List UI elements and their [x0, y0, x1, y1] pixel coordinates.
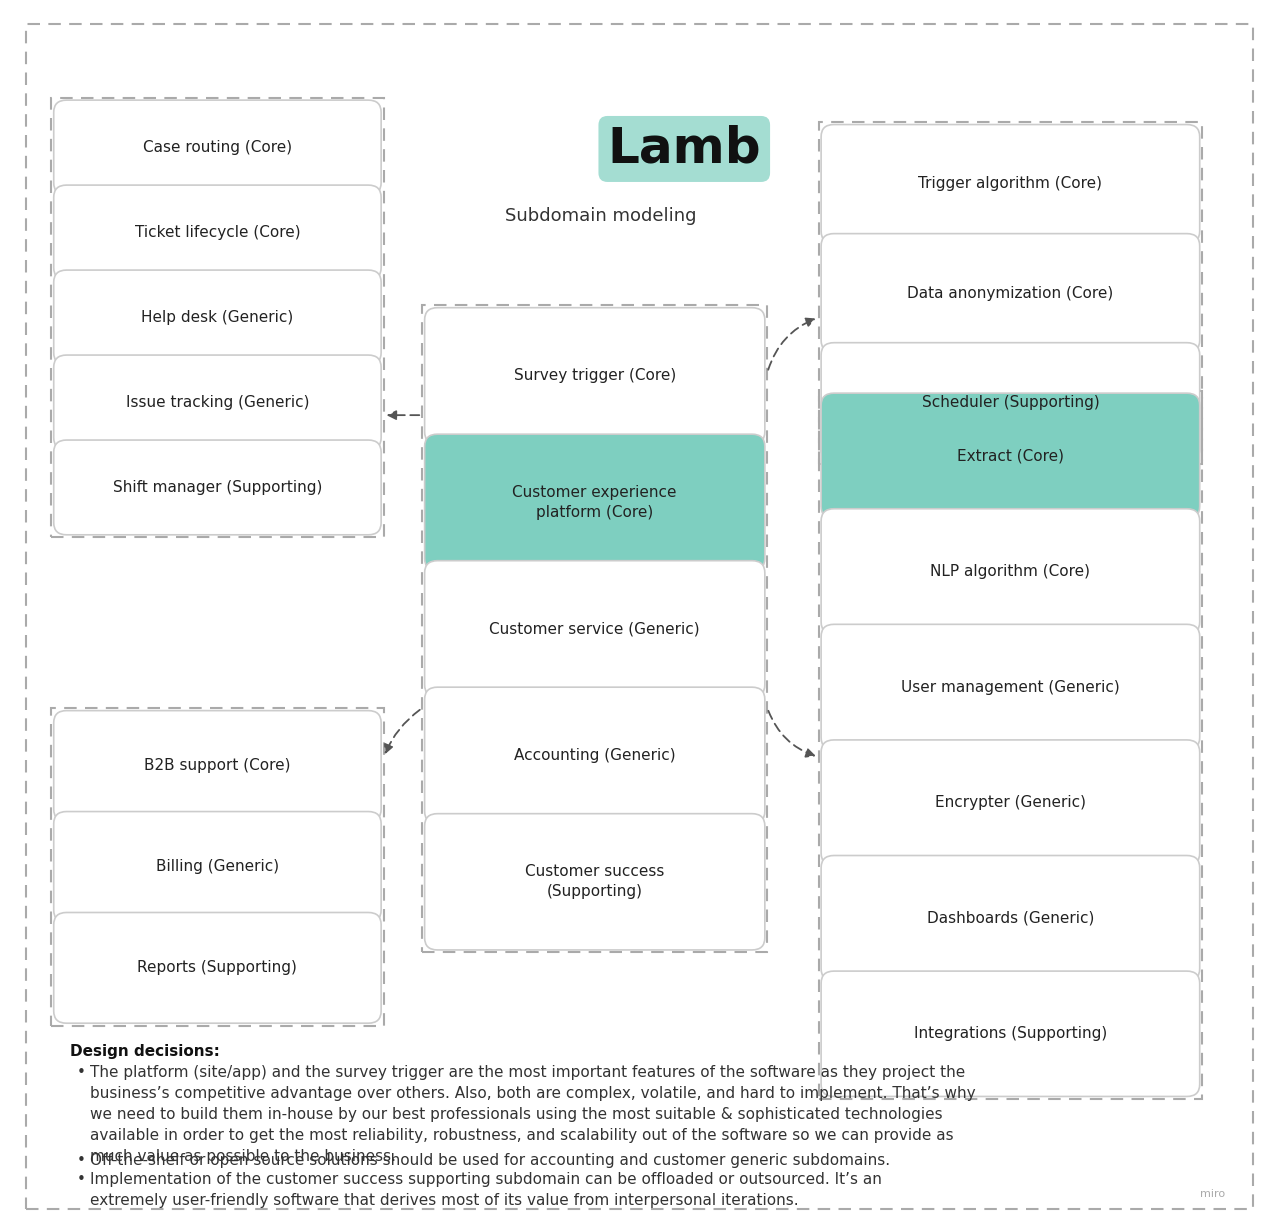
- Text: The platform (site/app) and the survey trigger are the most important features o: The platform (site/app) and the survey t…: [90, 1065, 975, 1164]
- Text: Accounting (Generic): Accounting (Generic): [514, 747, 675, 763]
- Text: Shift manager (Supporting): Shift manager (Supporting): [113, 480, 322, 495]
- FancyBboxPatch shape: [54, 440, 381, 535]
- FancyBboxPatch shape: [821, 125, 1200, 243]
- Text: Subdomain modeling: Subdomain modeling: [505, 208, 697, 225]
- FancyBboxPatch shape: [821, 624, 1200, 750]
- FancyBboxPatch shape: [821, 856, 1200, 980]
- Text: Data anonymization (Core): Data anonymization (Core): [907, 286, 1114, 300]
- Text: Integrations (Supporting): Integrations (Supporting): [913, 1027, 1108, 1042]
- Text: •: •: [77, 1172, 86, 1187]
- FancyBboxPatch shape: [54, 186, 381, 280]
- Text: Survey trigger (Core): Survey trigger (Core): [514, 369, 675, 383]
- Text: B2B support (Core): B2B support (Core): [145, 758, 290, 773]
- FancyBboxPatch shape: [821, 393, 1200, 519]
- FancyBboxPatch shape: [821, 343, 1200, 462]
- Text: Off-the-shelf or open source solutions should be used for accounting and custome: Off-the-shelf or open source solutions s…: [90, 1153, 890, 1167]
- FancyBboxPatch shape: [54, 912, 381, 1023]
- Text: Customer success
(Supporting): Customer success (Supporting): [526, 864, 664, 899]
- FancyBboxPatch shape: [54, 270, 381, 365]
- FancyBboxPatch shape: [54, 812, 381, 922]
- Text: NLP algorithm (Core): NLP algorithm (Core): [930, 564, 1091, 579]
- FancyBboxPatch shape: [54, 100, 381, 195]
- Text: Issue tracking (Generic): Issue tracking (Generic): [125, 394, 310, 410]
- Text: Reports (Supporting): Reports (Supporting): [137, 961, 297, 976]
- Text: Dashboards (Generic): Dashboards (Generic): [927, 911, 1094, 926]
- Text: Billing (Generic): Billing (Generic): [156, 860, 279, 874]
- Text: Design decisions:: Design decisions:: [70, 1044, 220, 1059]
- Text: Lamb: Lamb: [608, 125, 761, 173]
- Text: •: •: [77, 1065, 86, 1079]
- Text: •: •: [77, 1153, 86, 1167]
- FancyBboxPatch shape: [54, 711, 381, 822]
- Text: miro: miro: [1200, 1189, 1225, 1199]
- Text: Trigger algorithm (Core): Trigger algorithm (Core): [918, 177, 1102, 192]
- Text: Customer experience
platform (Core): Customer experience platform (Core): [513, 485, 677, 520]
- Text: Extract (Core): Extract (Core): [957, 448, 1064, 463]
- Text: Scheduler (Supporting): Scheduler (Supporting): [922, 394, 1099, 409]
- FancyBboxPatch shape: [821, 740, 1200, 866]
- Text: Encrypter (Generic): Encrypter (Generic): [935, 795, 1086, 810]
- FancyBboxPatch shape: [821, 509, 1200, 634]
- Text: User management (Generic): User management (Generic): [900, 680, 1120, 695]
- Text: Ticket lifecycle (Core): Ticket lifecycle (Core): [134, 225, 301, 241]
- FancyBboxPatch shape: [821, 233, 1200, 353]
- Text: Help desk (Generic): Help desk (Generic): [141, 310, 294, 325]
- FancyBboxPatch shape: [54, 355, 381, 449]
- Text: Customer service (Generic): Customer service (Generic): [490, 621, 700, 636]
- FancyBboxPatch shape: [425, 813, 765, 950]
- FancyBboxPatch shape: [425, 308, 765, 444]
- FancyBboxPatch shape: [425, 435, 765, 570]
- Text: Lamb: Lamb: [608, 125, 761, 173]
- FancyBboxPatch shape: [425, 687, 765, 823]
- Text: Case routing (Core): Case routing (Core): [143, 140, 292, 155]
- FancyBboxPatch shape: [425, 560, 765, 697]
- FancyBboxPatch shape: [821, 971, 1200, 1096]
- Text: Implementation of the customer success supporting subdomain can be offloaded or : Implementation of the customer success s…: [90, 1172, 881, 1208]
